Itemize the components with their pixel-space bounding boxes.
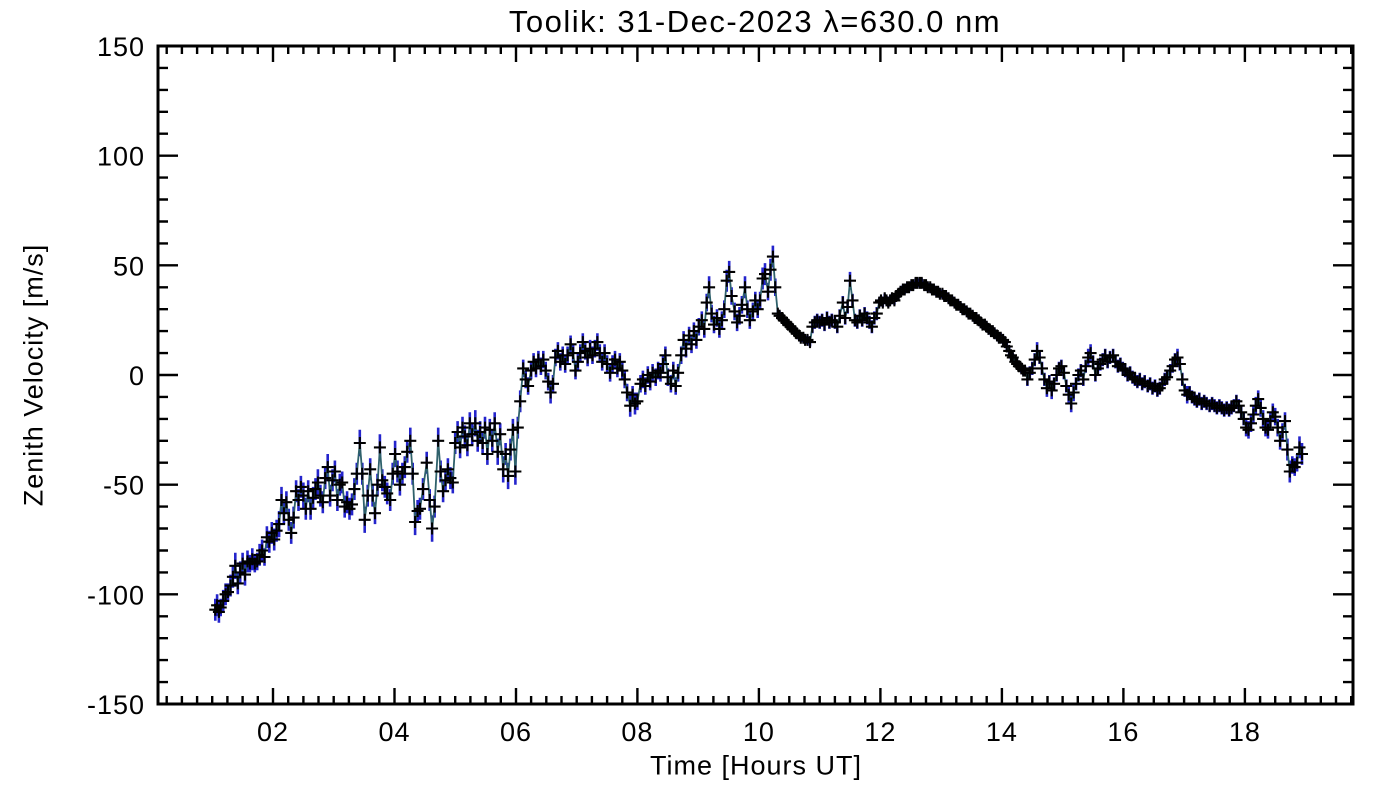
chart-title: Toolik: 31-Dec-2023 λ=630.0 nm bbox=[508, 4, 1002, 39]
axis-ticks bbox=[158, 44, 1353, 706]
y-tick-label: 0 bbox=[129, 361, 145, 391]
y-tick-label: 100 bbox=[97, 142, 145, 172]
x-tick-label: 04 bbox=[378, 717, 410, 747]
axis-frame bbox=[156, 44, 1355, 706]
x-tick-label: 06 bbox=[500, 717, 532, 747]
x-tick-label: 18 bbox=[1229, 717, 1261, 747]
y-tick-label: 150 bbox=[97, 32, 145, 62]
x-tick-label: 16 bbox=[1107, 717, 1139, 747]
error-bars bbox=[214, 245, 1304, 623]
y-axis-label: Zenith Velocity [m/s] bbox=[18, 243, 49, 507]
y-tick-label: -150 bbox=[87, 690, 145, 720]
x-tick-label: 10 bbox=[743, 717, 775, 747]
x-tick-label: 08 bbox=[621, 717, 653, 747]
x-tick-label: 14 bbox=[986, 717, 1018, 747]
y-tick-label: -100 bbox=[87, 580, 145, 610]
x-tick-label: 02 bbox=[257, 717, 289, 747]
x-tick-label: 12 bbox=[864, 717, 896, 747]
y-tick-label: -50 bbox=[103, 471, 145, 501]
data-markers bbox=[209, 250, 1308, 618]
x-axis-label: Time [Hours UT] bbox=[649, 750, 863, 781]
y-tick-label: 50 bbox=[113, 251, 145, 281]
